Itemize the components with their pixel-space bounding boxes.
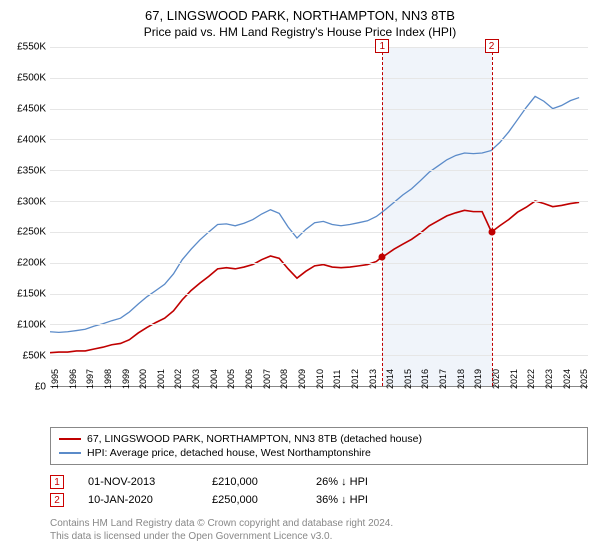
legend-swatch-hpi bbox=[59, 452, 81, 454]
y-tick-label: £150K bbox=[17, 289, 46, 300]
x-tick-label: 2006 bbox=[244, 369, 254, 389]
x-tick-label: 2017 bbox=[438, 369, 448, 389]
x-tick-label: 2014 bbox=[385, 369, 395, 389]
x-tick-label: 2005 bbox=[226, 369, 236, 389]
line-series-svg bbox=[50, 47, 588, 386]
x-tick-label: 2016 bbox=[420, 369, 430, 389]
x-tick-label: 1997 bbox=[85, 369, 95, 389]
sale-marker-1: 1 bbox=[50, 475, 64, 489]
sale-delta-2: 36% ↓ HPI bbox=[316, 494, 406, 506]
y-tick-label: £250K bbox=[17, 227, 46, 238]
legend-item-property: 67, LINGSWOOD PARK, NORTHAMPTON, NN3 8TB… bbox=[59, 432, 579, 446]
sale-dot bbox=[488, 228, 495, 235]
y-tick-label: £300K bbox=[17, 196, 46, 207]
footer-line-1: Contains HM Land Registry data © Crown c… bbox=[50, 517, 588, 530]
x-tick-label: 2008 bbox=[279, 369, 289, 389]
sale-delta-1: 26% ↓ HPI bbox=[316, 476, 406, 488]
legend: 67, LINGSWOOD PARK, NORTHAMPTON, NN3 8TB… bbox=[50, 427, 588, 465]
event-line bbox=[382, 47, 383, 386]
legend-label-property: 67, LINGSWOOD PARK, NORTHAMPTON, NN3 8TB… bbox=[87, 433, 422, 445]
x-tick-label: 2001 bbox=[156, 369, 166, 389]
x-tick-label: 1999 bbox=[121, 369, 131, 389]
y-tick-label: £350K bbox=[17, 165, 46, 176]
sale-price-1: £210,000 bbox=[212, 476, 292, 488]
plot-region: 12 bbox=[50, 47, 588, 387]
sale-date-1: 01-NOV-2013 bbox=[88, 476, 188, 488]
sale-marker-2: 2 bbox=[50, 493, 64, 507]
x-tick-label: 1996 bbox=[68, 369, 78, 389]
series-hpi bbox=[50, 96, 579, 332]
table-row: 1 01-NOV-2013 £210,000 26% ↓ HPI bbox=[50, 473, 588, 491]
gridline bbox=[50, 109, 588, 110]
chart-area: £0£50K£100K£150K£200K£250K£300K£350K£400… bbox=[12, 47, 588, 387]
legend-label-hpi: HPI: Average price, detached house, West… bbox=[87, 447, 371, 459]
x-tick-label: 2022 bbox=[526, 369, 536, 389]
y-tick-label: £200K bbox=[17, 258, 46, 269]
gridline bbox=[50, 232, 588, 233]
chart-subtitle: Price paid vs. HM Land Registry's House … bbox=[12, 25, 588, 39]
gridline bbox=[50, 355, 588, 356]
x-tick-label: 2004 bbox=[209, 369, 219, 389]
title-block: 67, LINGSWOOD PARK, NORTHAMPTON, NN3 8TB… bbox=[12, 8, 588, 39]
event-line bbox=[492, 47, 493, 386]
x-tick-label: 2025 bbox=[579, 369, 589, 389]
gridline bbox=[50, 324, 588, 325]
x-tick-label: 1995 bbox=[50, 369, 60, 389]
series-property bbox=[50, 201, 579, 353]
x-tick-label: 2013 bbox=[368, 369, 378, 389]
x-tick-label: 2018 bbox=[456, 369, 466, 389]
chart-container: 67, LINGSWOOD PARK, NORTHAMPTON, NN3 8TB… bbox=[0, 0, 600, 560]
event-marker: 2 bbox=[485, 39, 499, 53]
y-tick-label: £100K bbox=[17, 320, 46, 331]
x-tick-label: 2007 bbox=[262, 369, 272, 389]
y-axis: £0£50K£100K£150K£200K£250K£300K£350K£400… bbox=[12, 47, 50, 387]
legend-item-hpi: HPI: Average price, detached house, West… bbox=[59, 446, 579, 460]
table-row: 2 10-JAN-2020 £250,000 36% ↓ HPI bbox=[50, 491, 588, 509]
x-tick-label: 2023 bbox=[544, 369, 554, 389]
x-tick-label: 2003 bbox=[191, 369, 201, 389]
footer-line-2: This data is licensed under the Open Gov… bbox=[50, 530, 588, 543]
y-tick-label: £450K bbox=[17, 103, 46, 114]
x-tick-label: 2024 bbox=[562, 369, 572, 389]
sale-date-2: 10-JAN-2020 bbox=[88, 494, 188, 506]
x-tick-label: 2019 bbox=[473, 369, 483, 389]
x-tick-label: 2011 bbox=[332, 370, 342, 389]
gridline bbox=[50, 263, 588, 264]
gridline bbox=[50, 78, 588, 79]
x-tick-label: 2020 bbox=[491, 369, 501, 389]
y-tick-label: £550K bbox=[17, 42, 46, 53]
x-tick-label: 2021 bbox=[509, 369, 519, 389]
chart-title: 67, LINGSWOOD PARK, NORTHAMPTON, NN3 8TB bbox=[12, 8, 588, 23]
x-tick-label: 2010 bbox=[315, 369, 325, 389]
sale-price-2: £250,000 bbox=[212, 494, 292, 506]
gridline bbox=[50, 170, 588, 171]
legend-swatch-property bbox=[59, 438, 81, 440]
x-axis: 1995199619971998199920002001200220032004… bbox=[50, 387, 588, 421]
footer-attribution: Contains HM Land Registry data © Crown c… bbox=[50, 517, 588, 543]
event-marker: 1 bbox=[375, 39, 389, 53]
x-tick-label: 2000 bbox=[138, 369, 148, 389]
gridline bbox=[50, 201, 588, 202]
gridline bbox=[50, 139, 588, 140]
x-tick-label: 2012 bbox=[350, 369, 360, 389]
gridline bbox=[50, 47, 588, 48]
x-tick-label: 1998 bbox=[103, 369, 113, 389]
y-tick-label: £400K bbox=[17, 134, 46, 145]
x-tick-label: 2002 bbox=[173, 369, 183, 389]
sale-dot bbox=[379, 253, 386, 260]
y-tick-label: £500K bbox=[17, 72, 46, 83]
x-tick-label: 2009 bbox=[297, 369, 307, 389]
y-tick-label: £50K bbox=[23, 351, 46, 362]
y-tick-label: £0 bbox=[35, 382, 46, 393]
sales-table: 1 01-NOV-2013 £210,000 26% ↓ HPI 2 10-JA… bbox=[50, 473, 588, 509]
x-tick-label: 2015 bbox=[403, 369, 413, 389]
gridline bbox=[50, 294, 588, 295]
